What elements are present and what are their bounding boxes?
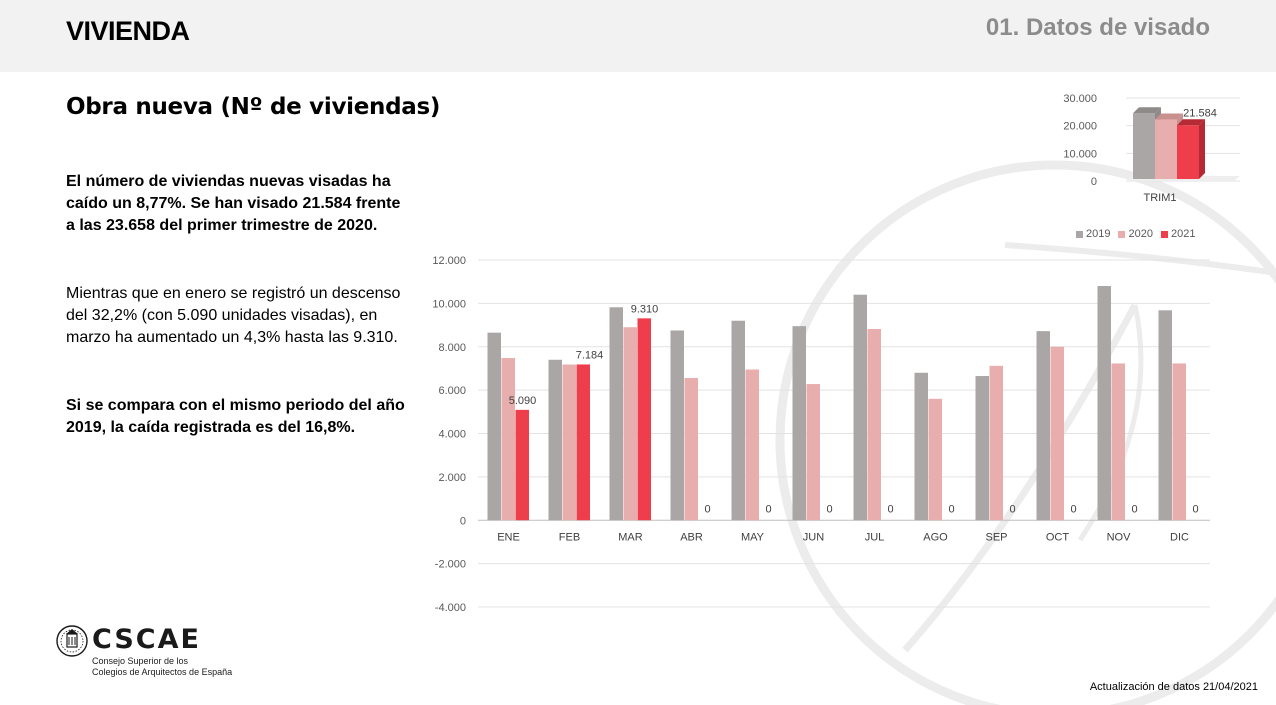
data-label-2021-sep: 0 [1009,503,1015,515]
mini-bar-2019 [1133,113,1155,179]
bar-2020-may [745,369,759,521]
mini-y-tick-label: 10.000 [1063,148,1097,160]
bar-2019-oct [1036,331,1050,521]
legend-item-2021: 2021 [1160,228,1196,240]
y-tick-label: 6.000 [438,385,466,397]
data-label-2021-dic: 0 [1192,503,1198,515]
header-bar [0,0,1276,72]
bar-2020-oct [1050,346,1064,521]
legend-swatch-2021 [1160,230,1168,238]
bar-2019-feb [548,359,562,521]
bar-2020-jun [806,384,820,521]
data-label-2021-jul: 0 [887,503,893,515]
bar-2020-ago [928,398,942,521]
x-tick-label: DIC [1170,531,1189,543]
logo-wordmark: CSCAE [92,624,201,655]
detail-paragraph: Mientras que en enero se registró un des… [66,285,401,346]
data-label-2021-ago: 0 [948,503,954,515]
cscae-crest-icon [56,625,88,657]
x-tick-label: OCT [1046,531,1070,543]
x-tick-label: ENE [497,531,520,543]
bar-2019-sep [975,376,989,521]
x-tick-label: SEP [985,531,1007,543]
y-tick-label: 12.000 [432,255,466,267]
legend-label-2020: 2020 [1128,228,1153,240]
bar-2020-jul [867,328,881,521]
mini-bar-2021 [1177,125,1199,179]
data-label-2021-jun: 0 [826,503,832,515]
bar-2019-nov [1097,286,1111,521]
logo-line-2: Colegios de Arquitectos de España [92,667,233,677]
bar-2021-feb [576,364,590,521]
bar-2019-mar [609,307,623,521]
mini-bar-top-2019 [1133,107,1161,114]
mini-data-label-2021: 21.584 [1183,107,1217,119]
y-tick-label: -2.000 [435,559,466,571]
mini-bar-side-2021 [1199,119,1205,179]
bar-2020-ene [501,358,515,521]
x-tick-label: AGO [923,531,948,543]
bar-2020-dic [1172,363,1186,521]
mini-y-tick-label: 30.000 [1063,93,1097,105]
bar-2020-sep [989,365,1003,521]
logo-line-1: Consejo Superior de los [92,656,189,666]
data-label-2021-nov: 0 [1131,503,1137,515]
data-label-2021-abr: 0 [704,503,710,515]
section-subtitle: 01. Datos de visado [985,14,1210,41]
x-tick-label: MAR [618,531,643,543]
bar-2019-dic [1158,310,1172,521]
comparison-paragraph: Si se compara con el mismo periodo del a… [66,397,405,436]
x-tick-label: FEB [559,531,580,543]
legend-item-2020: 2020 [1118,228,1153,240]
bar-2021-mar [637,318,651,521]
mini-bar-top-2021 [1177,119,1205,126]
legend-swatch-2019 [1076,230,1083,238]
legend-item-2019: 2019 [1076,228,1110,240]
mini-y-tick-label: 20.000 [1063,121,1097,133]
data-label-2021-feb: 7.184 [576,349,604,361]
bar-2019-may [731,320,745,521]
bar-2020-abr [684,377,698,521]
y-tick-label: 0 [460,515,466,527]
data-label-2021-oct: 0 [1070,503,1076,515]
bar-2019-ene [487,332,501,521]
y-tick-label: -4.000 [435,602,466,614]
update-date: Actualización de datos 21/04/2021 [1089,681,1258,693]
x-tick-label: JUN [803,531,824,543]
bar-2020-feb [562,364,576,521]
y-tick-label: 10.000 [432,298,466,310]
y-tick-label: 8.000 [438,342,466,354]
data-label-2021-mar: 9.310 [631,303,659,315]
chart-heading: Obra nueva (Nº de viviendas) [66,94,441,120]
bar-2019-abr [670,330,684,521]
section-title: VIVIENDA [66,16,190,46]
x-tick-label: ABR [680,531,703,543]
bar-2019-ago [914,372,928,521]
y-tick-label: 4.000 [438,429,466,441]
mini-bar-top-2020 [1155,113,1183,120]
legend-swatch-2020 [1118,230,1126,238]
y-tick-label: 2.000 [438,472,466,484]
summary-paragraph: El número de viviendas nuevas visadas ha… [66,173,401,234]
x-tick-label: MAY [741,531,765,543]
x-tick-label: JUL [865,531,885,543]
chart-legend: 2019 2020 2021 [1076,228,1195,240]
x-tick-label: NOV [1107,531,1132,543]
data-label-2021-ene: 5.090 [509,395,537,407]
legend-label-2021: 2021 [1170,228,1196,240]
legend-label-2019: 2019 [1086,228,1111,240]
bar-2020-mar [623,327,637,521]
bar-2019-jun [792,326,806,521]
data-label-2021-may: 0 [765,503,771,515]
bar-2021-ene [515,409,529,521]
bar-2019-jul [853,294,867,521]
mini-y-tick-label: 0 [1091,176,1097,188]
mini-x-tick-label: TRIM1 [1144,192,1177,204]
mini-bar-2020 [1155,119,1177,179]
bar-2020-nov [1111,363,1125,521]
